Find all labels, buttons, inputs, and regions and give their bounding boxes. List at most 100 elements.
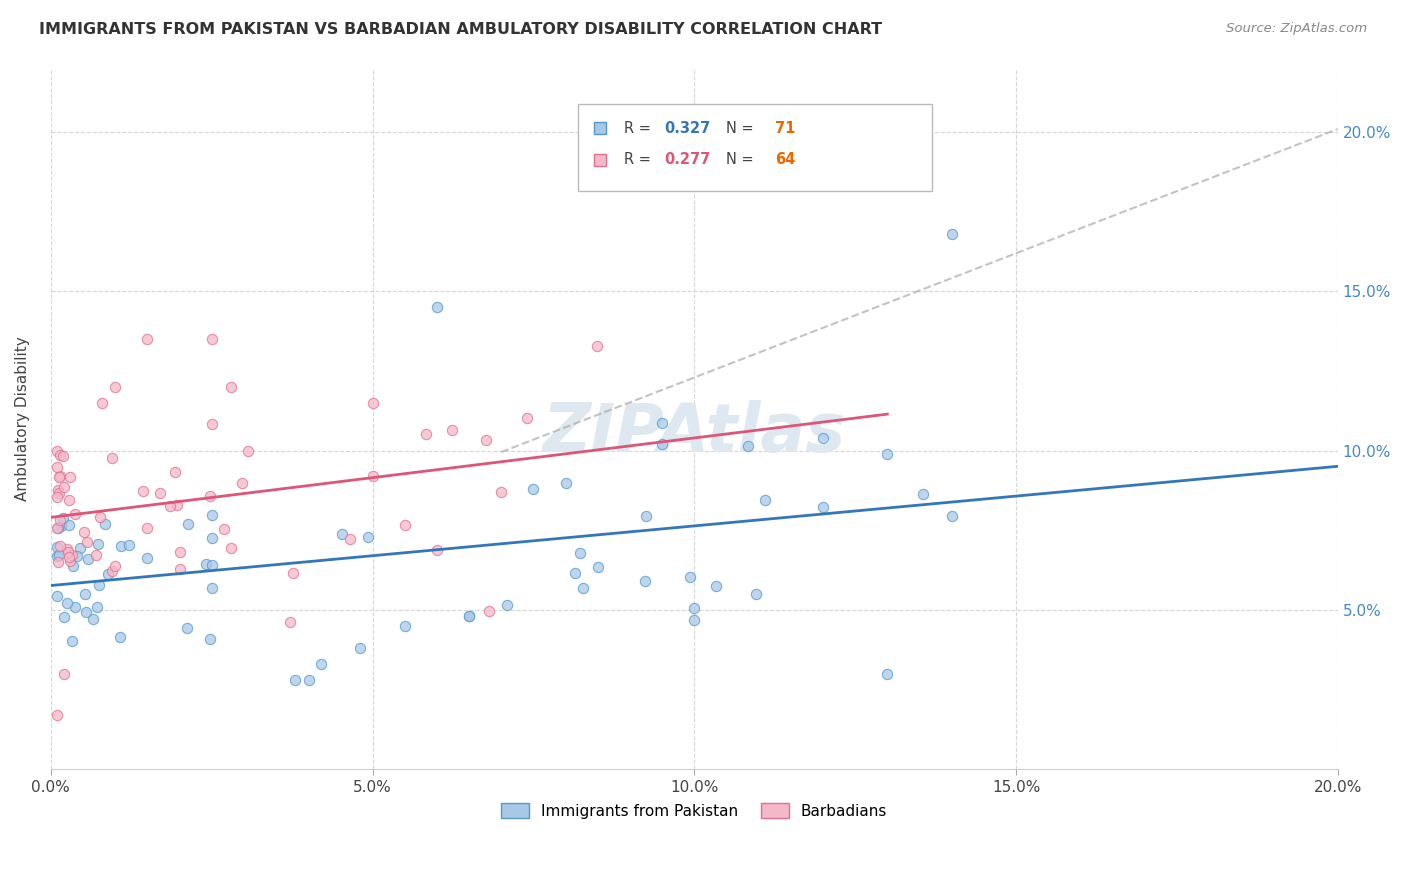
Point bbox=[136, 332, 159, 346]
Point bbox=[811, 431, 834, 445]
Point bbox=[135, 521, 157, 535]
Point bbox=[634, 574, 657, 588]
Point bbox=[46, 460, 69, 475]
Point bbox=[198, 489, 221, 503]
Point bbox=[49, 448, 72, 462]
Point bbox=[48, 548, 70, 562]
Text: ZIPAtlas: ZIPAtlas bbox=[543, 400, 846, 466]
Point bbox=[136, 551, 159, 566]
Point bbox=[169, 545, 191, 559]
Point bbox=[46, 708, 69, 723]
Text: N =: N = bbox=[727, 153, 759, 167]
Point bbox=[554, 475, 576, 490]
Point bbox=[60, 548, 83, 562]
Point bbox=[46, 444, 69, 458]
Point bbox=[93, 517, 115, 532]
Point bbox=[97, 566, 120, 581]
Point bbox=[62, 558, 84, 573]
Point bbox=[284, 673, 307, 687]
Point bbox=[49, 519, 72, 533]
Point bbox=[110, 539, 132, 553]
Point bbox=[58, 493, 80, 508]
Point bbox=[76, 535, 98, 549]
Point bbox=[46, 555, 69, 569]
Text: R =: R = bbox=[623, 153, 655, 167]
Point bbox=[84, 549, 107, 563]
Point bbox=[49, 469, 72, 483]
Legend: Immigrants from Pakistan, Barbadians: Immigrants from Pakistan, Barbadians bbox=[495, 797, 893, 825]
Point bbox=[236, 444, 259, 458]
Point bbox=[49, 513, 72, 527]
Point bbox=[169, 562, 191, 576]
Point bbox=[52, 511, 75, 525]
Point bbox=[104, 558, 127, 573]
Point bbox=[201, 531, 224, 545]
Text: R =: R = bbox=[623, 120, 655, 136]
Point bbox=[66, 549, 89, 564]
Point bbox=[46, 483, 69, 497]
Point bbox=[911, 487, 934, 501]
Point bbox=[58, 517, 80, 532]
Point bbox=[46, 549, 69, 564]
Point bbox=[201, 417, 224, 432]
Point bbox=[586, 559, 609, 574]
Point bbox=[201, 581, 224, 595]
Point bbox=[737, 439, 759, 453]
Point bbox=[516, 411, 538, 425]
Point bbox=[394, 517, 416, 532]
Point bbox=[219, 541, 242, 556]
Point bbox=[651, 437, 673, 451]
Point bbox=[339, 533, 361, 547]
Point bbox=[163, 466, 186, 480]
Point bbox=[876, 666, 898, 681]
Text: 64: 64 bbox=[775, 153, 796, 167]
Point bbox=[75, 605, 97, 619]
Point bbox=[53, 610, 76, 624]
Point bbox=[201, 332, 224, 346]
Point bbox=[46, 521, 69, 535]
Point bbox=[564, 566, 586, 581]
FancyBboxPatch shape bbox=[578, 103, 932, 191]
Point bbox=[941, 227, 963, 242]
Point bbox=[198, 632, 221, 646]
Text: 71: 71 bbox=[775, 120, 796, 136]
Point bbox=[426, 543, 449, 558]
Point bbox=[571, 582, 593, 596]
Point bbox=[176, 621, 198, 635]
Point bbox=[56, 542, 79, 557]
Point bbox=[73, 587, 96, 601]
Point bbox=[634, 508, 657, 523]
Point bbox=[118, 538, 141, 552]
Point bbox=[87, 536, 110, 550]
Point bbox=[82, 612, 104, 626]
Point bbox=[201, 558, 224, 572]
Point bbox=[48, 486, 70, 500]
Point bbox=[569, 547, 592, 561]
Point bbox=[46, 589, 69, 603]
Point bbox=[231, 475, 253, 490]
Point bbox=[298, 673, 321, 688]
Point bbox=[458, 609, 481, 624]
Point bbox=[58, 554, 80, 568]
Point bbox=[683, 613, 706, 627]
Point bbox=[132, 484, 155, 499]
Point bbox=[491, 485, 513, 500]
Point bbox=[219, 380, 242, 394]
Point bbox=[745, 587, 768, 601]
Point bbox=[651, 416, 673, 430]
Point bbox=[356, 530, 378, 544]
Point bbox=[522, 482, 544, 496]
Text: 0.277: 0.277 bbox=[665, 153, 711, 167]
Point bbox=[201, 508, 224, 523]
Point bbox=[278, 615, 301, 630]
Point bbox=[52, 450, 75, 464]
Point bbox=[394, 619, 416, 633]
Point bbox=[361, 468, 384, 483]
Point bbox=[195, 558, 218, 572]
Point bbox=[811, 500, 834, 514]
Point bbox=[60, 633, 83, 648]
Point bbox=[110, 630, 132, 644]
Point bbox=[89, 510, 111, 524]
Point bbox=[58, 549, 80, 564]
Point bbox=[52, 666, 75, 681]
